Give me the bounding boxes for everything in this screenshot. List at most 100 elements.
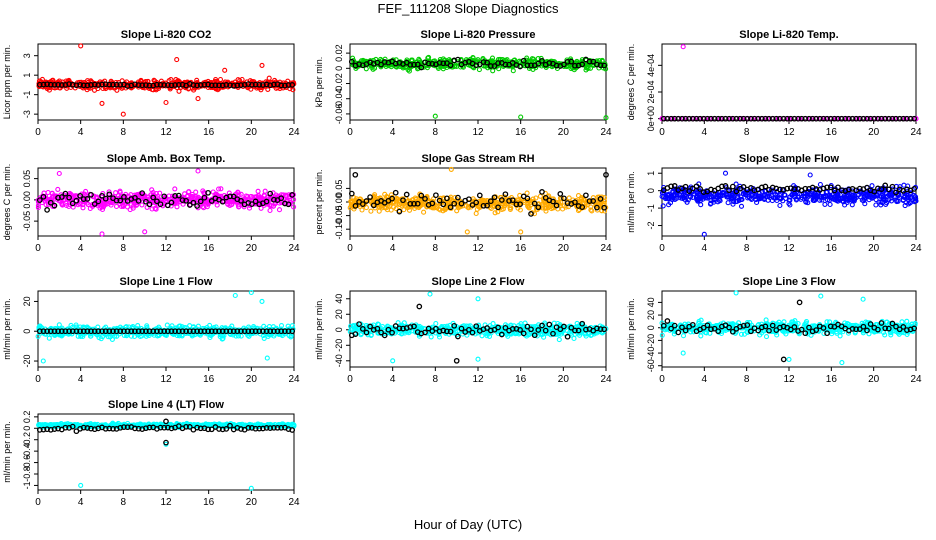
data-point: [755, 115, 762, 122]
data-point: [264, 355, 270, 361]
panel-title: Slope Sample Flow: [739, 153, 840, 165]
data-point: [229, 201, 235, 207]
data-point: [55, 81, 61, 88]
data-point: [84, 196, 91, 202]
data-point: [464, 229, 470, 235]
data-point: [561, 61, 567, 68]
data-point: [120, 202, 126, 208]
data-point: [248, 193, 254, 200]
data-point: [777, 115, 783, 122]
x-tick-label: 4: [702, 374, 708, 385]
data-point: [249, 201, 255, 207]
data-point: [78, 43, 84, 49]
data-point: [143, 82, 149, 88]
data-point: [822, 201, 828, 207]
plot-frame: [661, 43, 917, 121]
data-point: [453, 357, 460, 364]
data-point: [266, 75, 272, 81]
y-tick-label: -60: [646, 359, 656, 372]
data-point: [102, 195, 109, 202]
data-point: [517, 63, 523, 70]
x-tick-label: 16: [826, 127, 838, 138]
data-point: [257, 196, 263, 202]
y-tick-label: 0: [334, 66, 344, 71]
data-point: [436, 59, 443, 66]
x-tick-label: 8: [744, 127, 750, 138]
data-point: [869, 183, 875, 189]
x-tick-label: 16: [826, 374, 838, 385]
data-point: [102, 81, 109, 88]
data-point: [117, 81, 124, 88]
data-point: [725, 200, 731, 206]
data-point: [537, 193, 543, 199]
data-point: [455, 56, 461, 63]
data-point: [121, 194, 127, 200]
data-point: [766, 115, 772, 122]
data-point: [475, 356, 481, 362]
plot-frame: [349, 43, 607, 121]
y-tick-label: 0.05: [22, 170, 32, 188]
data-point: [227, 193, 233, 200]
x-tick-label: 12: [160, 127, 172, 138]
data-point: [58, 194, 65, 200]
data-point: [106, 81, 113, 88]
x-tick-label: 24: [288, 374, 300, 385]
panel-title: Slope Gas Stream RH: [421, 153, 534, 165]
data-point: [91, 201, 98, 207]
data-point: [149, 83, 155, 89]
data-point: [730, 201, 736, 207]
data-point: [46, 335, 52, 341]
data-point: [518, 229, 524, 235]
data-point: [99, 100, 105, 106]
x-tick-label: 16: [515, 127, 527, 138]
data-point: [40, 81, 47, 88]
x-tick-label: 8: [744, 243, 750, 254]
panel-title: Slope Li-820 Temp.: [739, 29, 838, 41]
data-point: [190, 199, 197, 206]
data-point: [704, 115, 711, 122]
data-point: [172, 82, 178, 88]
data-point: [780, 115, 787, 122]
data-point: [238, 191, 244, 197]
data-point: [601, 198, 608, 204]
data-point: [711, 115, 718, 122]
data-point: [510, 68, 516, 74]
data-point: [860, 115, 867, 122]
x-tick-label: 16: [515, 374, 527, 385]
data-point: [163, 99, 169, 106]
data-point: [216, 186, 222, 192]
panel-title: Slope Li-820 Pressure: [421, 29, 536, 41]
data-point: [871, 115, 878, 122]
data-point: [261, 193, 268, 199]
figure-title: FEF_111208 Slope Diagnostics: [377, 1, 559, 16]
data-point: [583, 67, 589, 73]
data-point: [589, 208, 595, 214]
data-point: [773, 115, 780, 122]
x-tick-label: 8: [433, 243, 439, 254]
data-point: [217, 76, 224, 83]
data-point: [262, 188, 268, 194]
data-point: [440, 60, 447, 67]
data-point: [101, 202, 107, 208]
data-point: [518, 114, 524, 120]
data-point: [88, 191, 94, 198]
data-point: [214, 202, 220, 208]
data-point: [168, 77, 174, 83]
data-point: [434, 205, 440, 211]
data-point: [722, 115, 729, 122]
x-tick-label: 12: [783, 374, 795, 385]
data-point: [47, 199, 54, 206]
data-point: [43, 202, 49, 208]
data-point: [392, 189, 399, 196]
data-point: [842, 115, 849, 122]
data-point: [798, 115, 805, 122]
data-point: [590, 58, 597, 65]
data-point: [195, 168, 201, 174]
data-point: [729, 183, 736, 190]
data-point: [719, 115, 725, 122]
y-axis-label: ml/min per min.: [2, 298, 12, 360]
data-point: [831, 115, 838, 122]
